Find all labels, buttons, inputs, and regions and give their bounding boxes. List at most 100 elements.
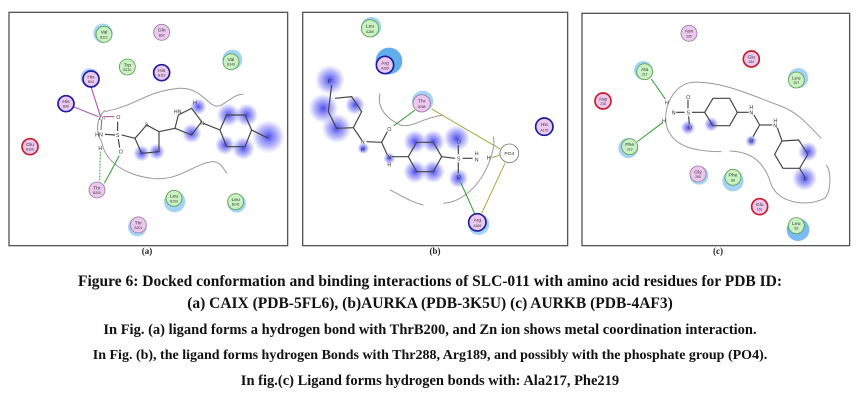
ligand	[104, 107, 269, 154]
residue: Ala217	[633, 60, 654, 81]
panel-label-b: (b)	[430, 246, 441, 256]
svg-text:B96: B96	[63, 105, 69, 109]
svg-text:A289: A289	[366, 30, 374, 34]
svg-text:Zn: Zn	[99, 116, 105, 122]
svg-text:264: 264	[749, 60, 755, 64]
svg-text:A285: A285	[381, 67, 389, 71]
svg-text:A288: A288	[418, 105, 426, 109]
svg-text:H: H	[98, 146, 102, 152]
svg-text:B92: B92	[159, 33, 165, 37]
svg-text:161: 161	[757, 208, 763, 212]
svg-text:H: H	[193, 100, 197, 106]
caption-line-2: (a) CAIX (PDB-5FL6), (b)AURKA (PDB-3K5U)…	[187, 295, 673, 312]
hydrophobic-contacts	[308, 64, 470, 189]
svg-text:B94: B94	[88, 80, 94, 84]
ligand-atoms: H N H S O O H N O H N F	[662, 95, 808, 183]
svg-text:B201: B201	[134, 226, 142, 230]
panel-label-a: (a)	[142, 246, 153, 256]
svg-text:Arg: Arg	[381, 60, 389, 66]
svg-text:B119: B119	[158, 74, 166, 78]
svg-text:His: His	[87, 74, 95, 80]
svg-text:83: 83	[794, 227, 798, 231]
svg-text:B143: B143	[227, 63, 235, 67]
svg-text:O: O	[119, 150, 123, 156]
svg-text:N: N	[361, 139, 365, 145]
svg-text:Phe: Phe	[729, 173, 738, 179]
svg-text:N: N	[475, 158, 479, 164]
svg-text:HN: HN	[174, 109, 182, 115]
svg-text:O: O	[688, 126, 692, 132]
svg-text:N: N	[749, 110, 753, 116]
panel-label-c: (c)	[713, 246, 723, 256]
svg-text:F: F	[328, 79, 332, 85]
svg-text:PO4: PO4	[504, 151, 514, 157]
svg-text:S: S	[687, 110, 691, 116]
svg-text:B210: B210	[123, 68, 131, 72]
svg-text:H: H	[475, 152, 479, 158]
svg-text:218: 218	[600, 102, 606, 106]
svg-text:O: O	[116, 115, 120, 121]
svg-text:O: O	[749, 138, 753, 144]
residue: Phe219	[618, 137, 639, 158]
interaction-lines	[73, 86, 120, 184]
ligand-atoms: Zn O HN H S O S HN H N	[95, 100, 204, 155]
ligand-atoms: F O N H N H S O O H N H	[328, 79, 491, 181]
svg-text:S: S	[457, 156, 461, 162]
svg-text:Leu: Leu	[231, 197, 240, 203]
svg-text:Phe: Phe	[625, 142, 634, 148]
svg-text:Glu: Glu	[747, 54, 755, 60]
svg-text:88: 88	[731, 178, 735, 182]
hydrophobic-contacts	[680, 116, 818, 191]
svg-text:S: S	[116, 133, 120, 139]
svg-text:HN: HN	[95, 133, 103, 139]
ligand	[327, 84, 473, 174]
svg-text:Thr: Thr	[93, 185, 101, 191]
svg-text:B121: B121	[100, 35, 108, 39]
svg-text:H: H	[387, 163, 391, 169]
pocket-outline	[97, 87, 244, 180]
svg-text:O: O	[457, 140, 461, 146]
caption-note-b: In Fig. (b), the ligand forms hydrogen B…	[92, 348, 768, 363]
svg-text:N: N	[672, 110, 676, 116]
svg-text:B141: B141	[232, 203, 240, 207]
svg-text:H: H	[487, 156, 491, 162]
svg-text:207: 207	[794, 81, 800, 85]
svg-text:N: N	[200, 121, 204, 127]
svg-text:H: H	[361, 148, 365, 154]
svg-text:A175: A175	[540, 128, 548, 132]
svg-text:S: S	[145, 123, 149, 129]
svg-text:Asp: Asp	[599, 96, 608, 102]
svg-text:219: 219	[627, 148, 633, 152]
svg-text:Leu: Leu	[170, 194, 179, 200]
ligand	[676, 97, 809, 177]
svg-text:H: H	[773, 118, 777, 124]
svg-text:N: N	[387, 155, 391, 161]
svg-text:His: His	[158, 68, 166, 74]
svg-text:Thr: Thr	[135, 220, 143, 226]
svg-text:205: 205	[686, 34, 692, 38]
svg-text:O: O	[457, 175, 461, 181]
interaction-lines	[637, 78, 666, 143]
svg-text:Val: Val	[101, 30, 108, 36]
svg-text:Val: Val	[228, 57, 235, 63]
svg-text:B200: B200	[93, 191, 101, 195]
svg-text:H: H	[665, 100, 669, 106]
